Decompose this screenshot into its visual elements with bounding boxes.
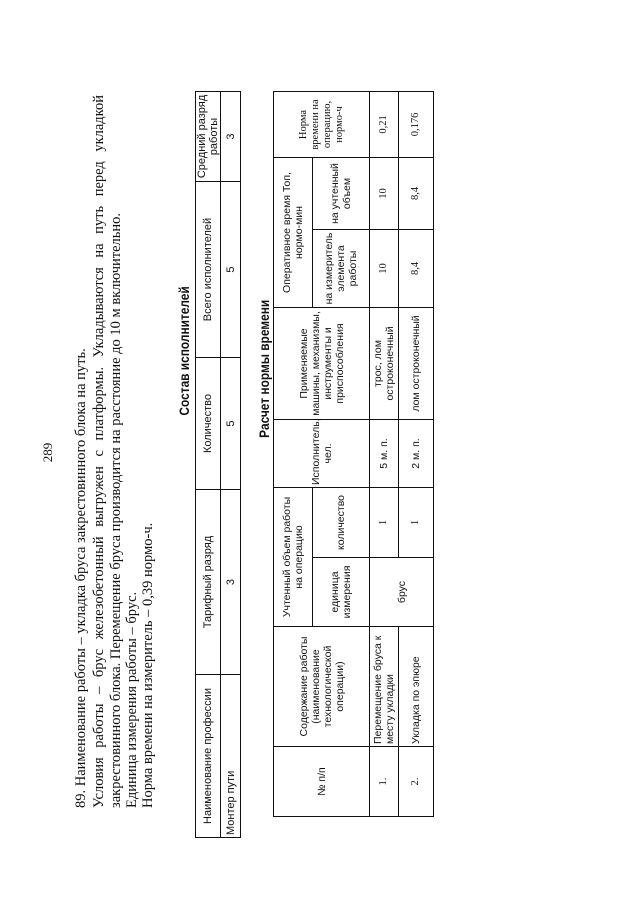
cell-norm: 0,176 [398,91,434,158]
cell-performer: 2 м. п. [398,419,434,488]
paragraph-line: Норма времени на измеритель – 0,39 нормо… [140,522,156,808]
header-total: Всего исполнителей [195,181,221,358]
cell-qty: 1 [398,487,434,558]
cell-tools: трос, лом остроконечный [369,307,399,420]
header-profession: Наименование профессии [195,674,221,838]
paragraph-line: Единица измерения работы – брус. [124,591,140,808]
cell-unit: брус [369,557,434,627]
table-row: 1. Перемещение бруса к месту укладки бру… [369,91,434,817]
header-norm: Норма времени на операцию, нормо-ч [273,91,370,158]
staff-table: Наименование профессии Тарифный разряд К… [195,91,241,838]
cell-content: Перемещение бруса к месту укладки [369,626,399,747]
paragraph-line: закрестовинного блока. Перемещение бруса… [108,212,124,808]
cell-avg-grade: 3 [220,91,241,182]
header-volume: Учтенный объем работы на операцию [273,487,313,627]
cell-norm: 0,21 [369,91,399,158]
header-op-per-unit: на измеритель элемента работы [312,229,370,308]
page-number: 289 [40,442,55,463]
header-op-time: Оперативное время Топ, нормо-мин [273,157,313,308]
header-num: № п/п [273,746,370,817]
header-tools: Применяемые машины, механизмы, инструмен… [273,307,370,420]
header-op-per-volume: на учтенный объем [312,157,370,230]
paragraph-line: Условия работы – брус железобетонный выг… [91,95,107,808]
header-content: Содержание работы (наименование технолог… [273,626,370,747]
cell-qty: 1 [369,487,399,558]
header-count: Количество [195,357,221,490]
header-volume-unit: единица измерения [312,557,370,627]
cell-per-volume: 8,4 [398,157,434,230]
cell-content: Укладка по эпюре [398,626,434,747]
paragraph-line: 89. Наименование работы – укладка бруса … [73,348,89,808]
cell-per-unit: 10 [369,229,399,308]
table-row: 2. Укладка по эпюре 1 2 м. п. лом острок… [398,91,434,817]
cell-profession: Монтер пути [220,674,241,838]
cell-count: 5 [220,357,241,490]
cell-per-volume: 10 [369,157,399,230]
cell-total: 5 [220,181,241,358]
staff-table-title: Состав исполнителей [176,286,192,416]
cell-performer: 5 м. п. [369,419,399,488]
header-volume-qty: количество [312,487,370,558]
header-performer: Исполнитель, чел. [273,419,370,488]
cell-num: 2. [398,746,434,817]
header-grade: Тарифный разряд [195,489,221,675]
header-avg-grade: Средний разряд работы [195,91,221,182]
norm-table-title: Расчет нормы времени [256,299,272,438]
cell-num: 1. [369,746,399,817]
cell-per-unit: 8,4 [398,229,434,308]
cell-grade: 3 [220,489,241,675]
cell-tools: лом остроконечный [398,307,434,420]
norm-table: № п/п Содержание работы (наименование те… [273,91,434,817]
